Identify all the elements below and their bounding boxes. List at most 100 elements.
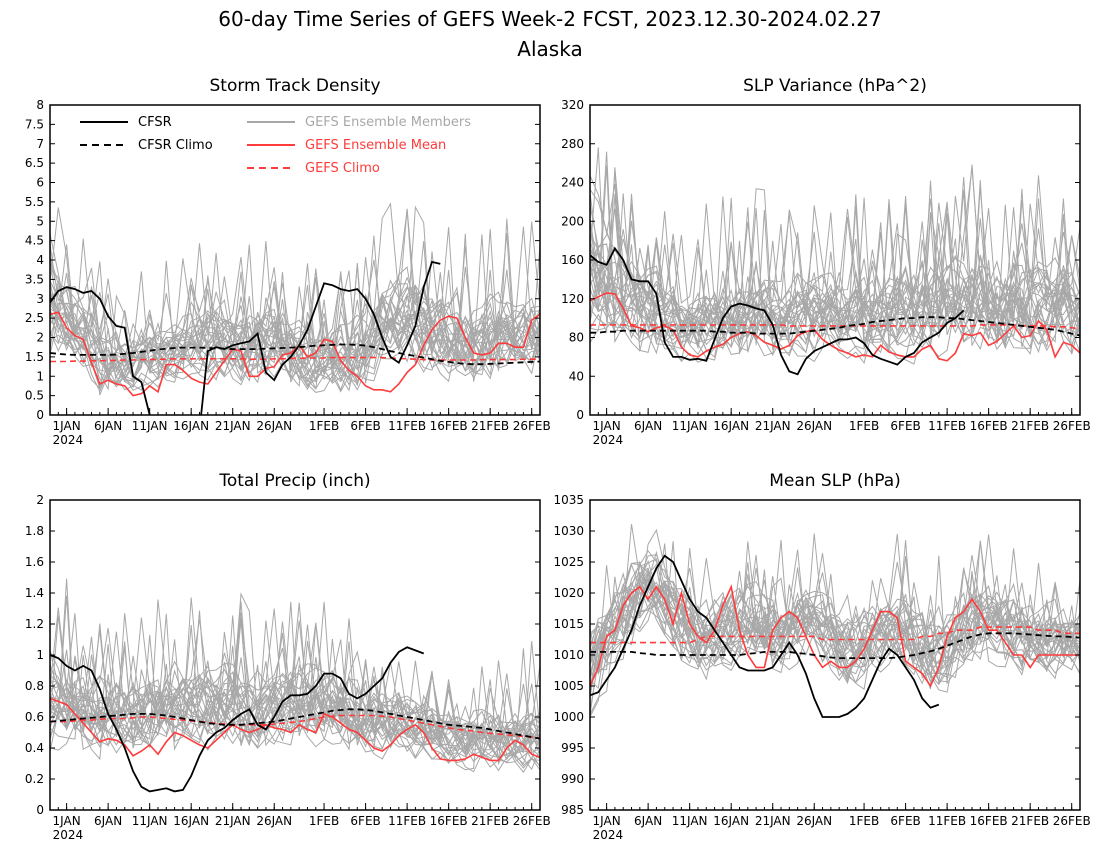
x-tick-label: 26FEB: [513, 419, 551, 433]
series-cfsr-line: [50, 260, 441, 415]
x-tick-label: 1FEB: [309, 419, 339, 433]
y-tick-label: 4: [36, 253, 44, 267]
x-year-label: 2024: [593, 433, 624, 447]
ensemble-member-line: [590, 147, 1080, 354]
x-tick-label: 26JAN: [256, 419, 292, 433]
x-tick-label: 26FEB: [513, 814, 551, 828]
y-tick-label: 2.5: [25, 311, 44, 325]
series-cfsr-climo-line: [50, 708, 540, 740]
x-tick-label: 11JAN: [132, 814, 168, 828]
ensemble-member-line: [590, 164, 1080, 355]
ensemble-member-line: [590, 540, 1080, 680]
y-tick-label: 5: [36, 214, 44, 228]
series-cfsr-climo-line: [50, 343, 540, 366]
ensemble-member-line: [50, 640, 540, 761]
y-tick-label: 8: [36, 98, 44, 112]
series-cfsr-line: [590, 554, 940, 718]
x-tick-label: 26FEB: [1053, 814, 1091, 828]
ensemble-member-line: [50, 645, 540, 771]
x-tick-label: 11FEB: [928, 814, 966, 828]
ensemble-member-line: [590, 533, 1080, 678]
y-tick-label: 1: [36, 648, 44, 662]
x-tick-label: 1JAN: [53, 814, 81, 828]
x-tick-label: 6FEB: [890, 814, 920, 828]
ensemble-member-line: [50, 268, 540, 383]
x-tick-label: 11JAN: [672, 814, 708, 828]
ensemble-member-line: [590, 189, 1080, 347]
ensemble-member-line: [590, 541, 1080, 685]
series-cfsr-climo-line: [590, 316, 1080, 337]
x-tick-label: 26JAN: [256, 814, 292, 828]
panel-storm-track-density: Storm Track Density 0 0.5 1 1.5 2 2.5 3 3.5 4 4.5 5…: [25, 76, 551, 447]
ensemble-member-line: [590, 197, 1080, 355]
y-tick-label: 0: [36, 408, 44, 422]
x-tick-label: 16FEB: [430, 419, 468, 433]
panel-title-slp-variance: SLP Variance (hPa^2): [743, 76, 927, 96]
legend-cfsr-label: CFSR: [138, 115, 172, 130]
ensemble-member-line: [50, 613, 540, 768]
x-tick-label: 21FEB: [471, 814, 509, 828]
series-gefs-climo-line: [50, 356, 540, 363]
series-gefs-climo-line: [590, 626, 1080, 644]
y-tick-label: 1005: [553, 679, 584, 693]
x-tick-label: 1JAN: [593, 814, 621, 828]
y-tick-label: 6: [36, 176, 44, 190]
y-tick-label: 120: [561, 292, 584, 306]
ensemble-member-line: [590, 176, 1080, 363]
y-tick-label: 1010: [553, 648, 584, 662]
y-tick-label: 1030: [553, 524, 584, 538]
y-tick-label: 0.2: [25, 772, 44, 786]
y-tick-label: 985: [561, 803, 584, 817]
x-tick-label: 16JAN: [713, 814, 749, 828]
ensemble-member-line: [50, 615, 540, 756]
figure-subtitle: Alaska: [517, 37, 582, 61]
y-tick-label: 1035: [553, 493, 584, 507]
x-tick-label: 21JAN: [755, 419, 791, 433]
y-tick-label: 1.6: [25, 555, 44, 569]
x-tick-label: 1JAN: [53, 419, 81, 433]
panel-title-mean-slp: Mean SLP (hPa): [769, 471, 901, 491]
x-tick-label: 11FEB: [388, 419, 426, 433]
x-tick-label: 21FEB: [1011, 419, 1049, 433]
y-tick-label: 7.5: [25, 117, 44, 131]
y-tick-label: 1: [36, 369, 44, 383]
y-tick-label: 1.8: [25, 524, 44, 538]
panel-mean-slp: Mean SLP (hPa) 985 990 995 1000 1005 1010 1015 1…: [553, 471, 1090, 842]
x-tick-label: 21FEB: [471, 419, 509, 433]
x-tick-label: 11JAN: [672, 419, 708, 433]
y-tick-label: 0.4: [25, 741, 44, 755]
y-tick-label: 1025: [553, 555, 584, 569]
legend-mean-label: GEFS Ensemble Mean: [305, 138, 446, 153]
x-tick-label: 1FEB: [849, 419, 879, 433]
y-tick-label: 0.6: [25, 710, 44, 724]
legend: CFSR CFSR Climo GEFS Ensemble Members GE…: [80, 115, 471, 176]
series-gefs-mean-line: [50, 697, 540, 762]
series-gefs-climo-line: [590, 324, 1080, 330]
ensemble-member-line: [590, 239, 1080, 352]
x-tick-label: 26JAN: [796, 814, 832, 828]
y-tick-label: 240: [561, 176, 584, 190]
ensemble-member-line: [50, 261, 540, 387]
x-tick-label: 16FEB: [970, 419, 1008, 433]
plot-area-storm-track-density: [50, 202, 540, 415]
ensemble-members-mean-slp: [590, 523, 1080, 718]
y-tick-label: 3: [36, 292, 44, 306]
panel-title-storm-track-density: Storm Track Density: [209, 76, 380, 96]
x-tick-label: 6JAN: [634, 814, 662, 828]
series-gefs-mean-line: [590, 292, 1080, 362]
ensemble-member-line: [50, 209, 540, 386]
y-tick-label: 4.5: [25, 234, 44, 248]
panel-title-total-precip: Total Precip (inch): [218, 471, 370, 491]
ensemble-member-line: [50, 607, 540, 766]
ensemble-member-line: [50, 599, 540, 773]
y-tick-label: 1.2: [25, 617, 44, 631]
ensemble-member-line: [50, 618, 540, 764]
y-tick-label: 7: [36, 137, 44, 151]
y-tick-label: 995: [561, 741, 584, 755]
legend-gefs-climo-label: GEFS Climo: [305, 161, 380, 176]
y-tick-label: 0: [36, 803, 44, 817]
x-tick-label: 26FEB: [1053, 419, 1091, 433]
y-tick-label: 0.8: [25, 679, 44, 693]
x-year-label: 2024: [53, 828, 84, 842]
